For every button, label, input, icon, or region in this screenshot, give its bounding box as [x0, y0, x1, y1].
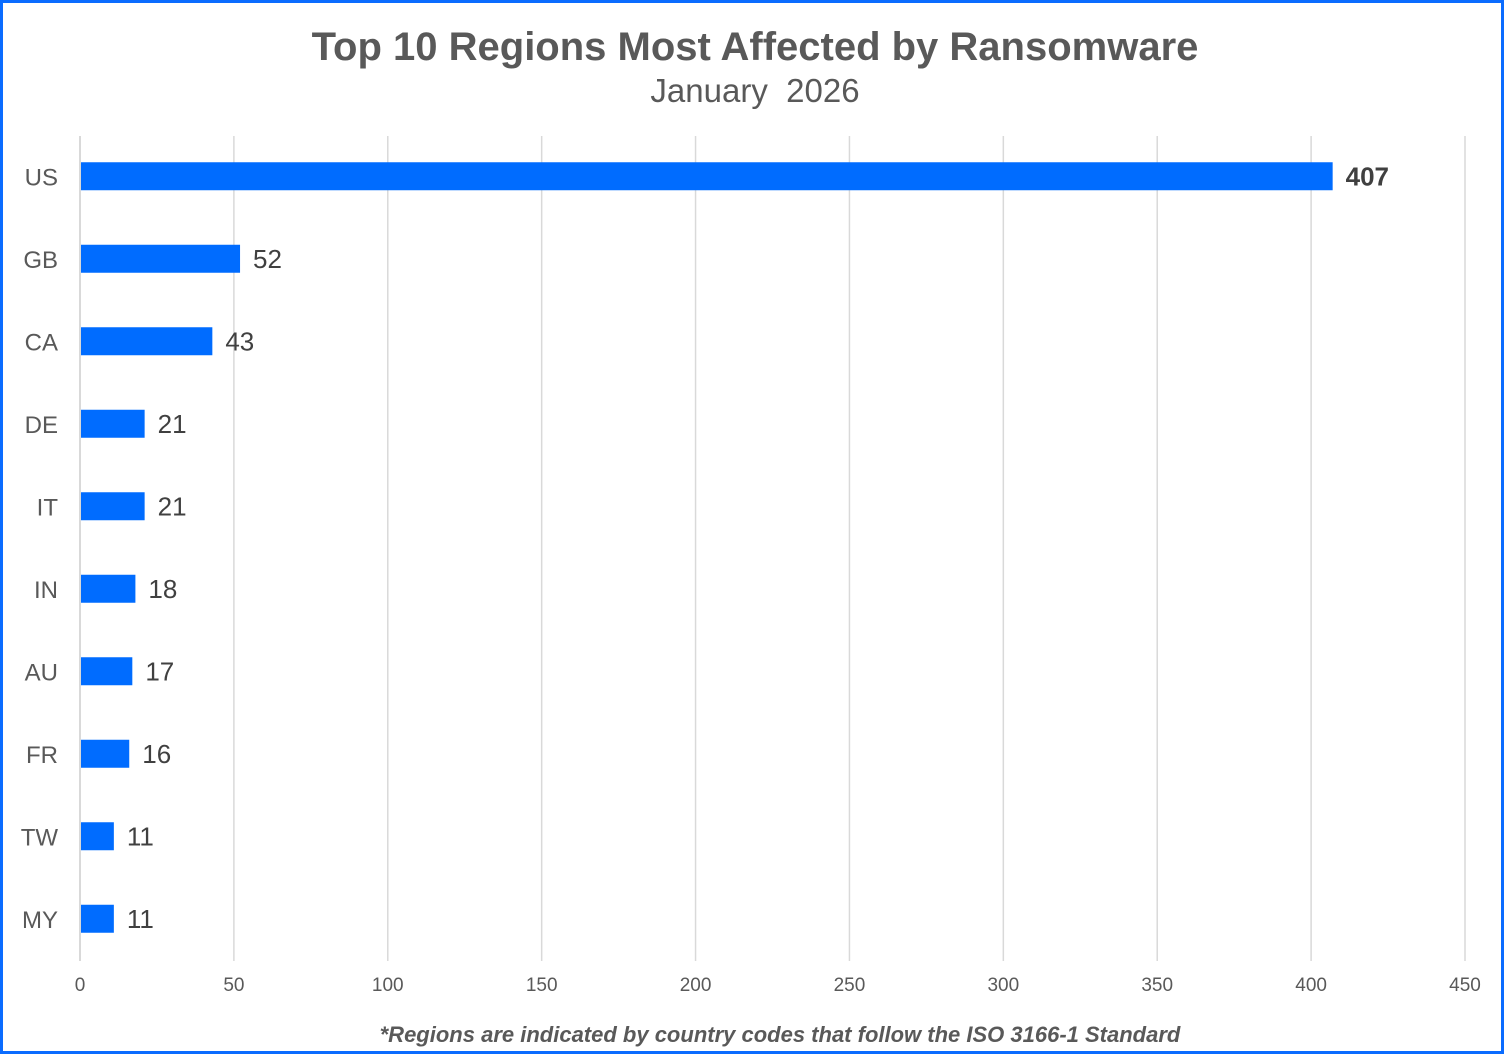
bar-tw	[81, 822, 114, 851]
x-tick-label: 200	[680, 975, 712, 996]
category-label: FR	[26, 742, 58, 769]
data-label: 18	[148, 574, 177, 604]
category-label: MY	[22, 907, 58, 934]
category-label: IN	[34, 577, 58, 604]
x-tick-label: 0	[75, 975, 86, 996]
data-label: 11	[127, 904, 154, 934]
bar-fr	[81, 739, 130, 768]
category-label: DE	[25, 412, 58, 439]
category-label: US	[25, 164, 58, 191]
bar-gb	[81, 244, 241, 273]
data-label: 21	[158, 491, 187, 521]
data-label: 17	[145, 656, 174, 686]
category-label: AU	[25, 659, 58, 686]
x-tick-label: 400	[1295, 975, 1327, 996]
bar-chart: Top 10 Regions Most Affected by Ransomwa…	[21, 25, 1481, 1047]
category-label: IT	[37, 494, 59, 521]
bar-us	[81, 162, 1333, 191]
bar-it	[81, 492, 145, 521]
data-label: 21	[158, 409, 187, 439]
footnote: *Regions are indicated by country codes …	[380, 1022, 1181, 1047]
chart-subtitle: January 2026	[650, 72, 859, 109]
bar-ca	[81, 327, 213, 356]
category-label: CA	[25, 329, 58, 356]
category-label: TW	[21, 824, 59, 851]
bar-au	[81, 657, 133, 686]
x-tick-label: 150	[526, 975, 558, 996]
data-label: 407	[1346, 161, 1389, 191]
chart-title: Top 10 Regions Most Affected by Ransomwa…	[312, 25, 1199, 69]
x-tick-label: 450	[1449, 975, 1481, 996]
x-tick-label: 350	[1141, 975, 1173, 996]
bar-in	[81, 574, 136, 603]
data-label: 11	[127, 821, 154, 851]
x-tick-label: 300	[987, 975, 1019, 996]
data-label: 52	[253, 244, 282, 274]
data-label: 43	[225, 326, 254, 356]
x-tick-label: 250	[834, 975, 866, 996]
bar-de	[81, 409, 145, 438]
x-tick-label: 100	[372, 975, 404, 996]
data-label: 16	[142, 739, 171, 769]
bar-my	[81, 904, 114, 933]
category-label: GB	[23, 247, 58, 274]
x-tick-label: 50	[223, 975, 244, 996]
